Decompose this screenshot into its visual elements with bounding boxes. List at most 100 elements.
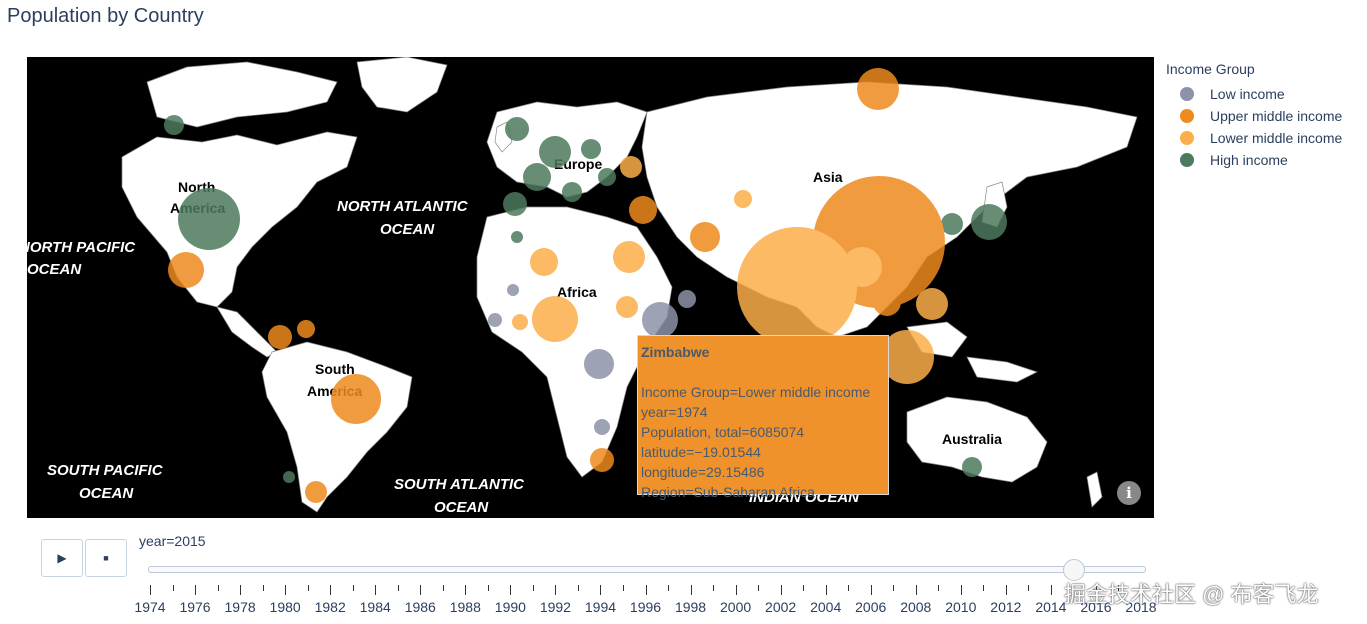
bubble[interactable] [620, 156, 642, 178]
legend-label: High income [1210, 152, 1288, 168]
bubble[interactable] [305, 481, 327, 503]
bubble[interactable] [512, 314, 528, 330]
legend-item-low-income[interactable]: Low income [1166, 83, 1342, 105]
stop-icon: ■ [103, 553, 109, 563]
bubble[interactable] [488, 313, 502, 327]
bubble[interactable] [971, 204, 1007, 240]
bubble[interactable] [873, 288, 901, 316]
slider-tick-label: 2012 [990, 599, 1022, 615]
bubble[interactable] [539, 136, 571, 168]
slider-tick [735, 585, 737, 595]
slider-tick-label: 1988 [449, 599, 481, 615]
bubble[interactable] [584, 349, 614, 379]
bubble[interactable] [523, 163, 551, 191]
stop-button[interactable]: ■ [85, 539, 127, 577]
bubble[interactable] [530, 248, 558, 276]
slider-tick-label: 1980 [269, 599, 301, 615]
bubble[interactable] [642, 302, 678, 338]
slider-tick [600, 585, 602, 595]
slider-tick-label: 1994 [584, 599, 617, 615]
bubble[interactable] [331, 374, 381, 424]
hover-tooltip: Zimbabwe Income Group=Lower middle incom… [637, 335, 889, 500]
tooltip-country-name: Zimbabwe [641, 344, 710, 360]
slider-tick-label: 2016 [1080, 599, 1112, 615]
bubble[interactable] [941, 213, 963, 235]
bubble[interactable] [507, 284, 519, 296]
map-svg[interactable]: NORTH ATLANTIC OCEAN NORTH PACIFIC OCEAN… [27, 57, 1154, 518]
bubble[interactable] [562, 182, 582, 202]
slider-tick-label: 2004 [810, 599, 842, 615]
legend-item-upper-middle-income[interactable]: Upper middle income [1166, 105, 1342, 127]
slider-tick-label: 1976 [179, 599, 211, 615]
slider-tick-label: 1978 [224, 599, 256, 615]
bubble[interactable] [880, 330, 934, 384]
bubble[interactable] [616, 296, 638, 318]
slider-tick [758, 585, 760, 591]
chart-title: Population by Country [7, 5, 204, 27]
bubble[interactable] [613, 241, 645, 273]
continent-label-africa: Africa [557, 284, 597, 300]
bubble[interactable] [511, 231, 523, 243]
info-icon[interactable]: i [1117, 481, 1141, 505]
play-icon: ▶ [57, 551, 67, 565]
bubble[interactable] [842, 247, 882, 287]
continent-label-south: South [315, 361, 355, 377]
slider-tick [465, 585, 467, 595]
continent-label-australia: Australia [942, 431, 1002, 447]
bubble[interactable] [690, 222, 720, 252]
bubble[interactable] [734, 190, 752, 208]
bubble[interactable] [297, 320, 315, 338]
slider-tick [668, 585, 670, 591]
bubbles[interactable] [164, 68, 1007, 503]
legend-item-lower-middle-income[interactable]: Lower middle income [1166, 127, 1342, 149]
legend: Income Group Low income Upper middle inc… [1166, 61, 1342, 171]
world-map[interactable]: NORTH ATLANTIC OCEAN NORTH PACIFIC OCEAN… [27, 57, 1154, 518]
year-slider-rail[interactable] [148, 566, 1146, 573]
ocean-label-north-atlantic: NORTH ATLANTIC [337, 198, 469, 215]
tooltip-line: longitude=29.15486 [641, 464, 765, 480]
bubble[interactable] [505, 117, 529, 141]
slider-tick-label: 1982 [314, 599, 346, 615]
ocean-label-south-pacific-2: OCEAN [79, 485, 134, 502]
bubble[interactable] [590, 448, 614, 472]
year-slider-handle[interactable] [1063, 559, 1086, 581]
slider-tick [1028, 585, 1030, 591]
slider-tick [510, 585, 512, 595]
slider-tick [915, 585, 917, 595]
bubble[interactable] [598, 168, 616, 186]
slider-tick-label: 1986 [404, 599, 436, 615]
play-button[interactable]: ▶ [41, 539, 83, 577]
slider-tick [352, 585, 354, 591]
bubble[interactable] [962, 457, 982, 477]
legend-item-high-income[interactable]: High income [1166, 149, 1342, 171]
bubble[interactable] [503, 192, 527, 216]
bubble[interactable] [178, 188, 240, 250]
slider-tick [938, 585, 940, 591]
ocean-label-north-pacific: NORTH PACIFIC [27, 239, 136, 256]
slider-tick [825, 585, 827, 595]
bubble[interactable] [168, 252, 204, 288]
slider-tick [555, 585, 557, 595]
bubble[interactable] [532, 296, 578, 342]
slider-tick-label: 1984 [359, 599, 391, 615]
slider-tick-label: 1974 [134, 599, 166, 615]
bubble[interactable] [678, 290, 696, 308]
slider-tick [172, 585, 174, 591]
bubble[interactable] [283, 471, 295, 483]
ocean-label-south-atlantic: SOUTH ATLANTIC [394, 476, 525, 493]
slider-tick [577, 585, 579, 591]
bubble[interactable] [581, 139, 601, 159]
slider-tick [532, 585, 534, 591]
slider-tick-label: 2002 [765, 599, 797, 615]
slider-tick-label: 2000 [720, 599, 752, 615]
legend-label: Lower middle income [1210, 130, 1343, 146]
bubble[interactable] [268, 325, 292, 349]
bubble[interactable] [916, 288, 948, 320]
bubble[interactable] [164, 115, 184, 135]
slider-tick [1005, 585, 1007, 595]
bubble[interactable] [737, 227, 857, 347]
bubble[interactable] [594, 419, 610, 435]
bubble[interactable] [629, 196, 657, 224]
slider-tick [420, 585, 422, 595]
bubble[interactable] [857, 68, 899, 110]
